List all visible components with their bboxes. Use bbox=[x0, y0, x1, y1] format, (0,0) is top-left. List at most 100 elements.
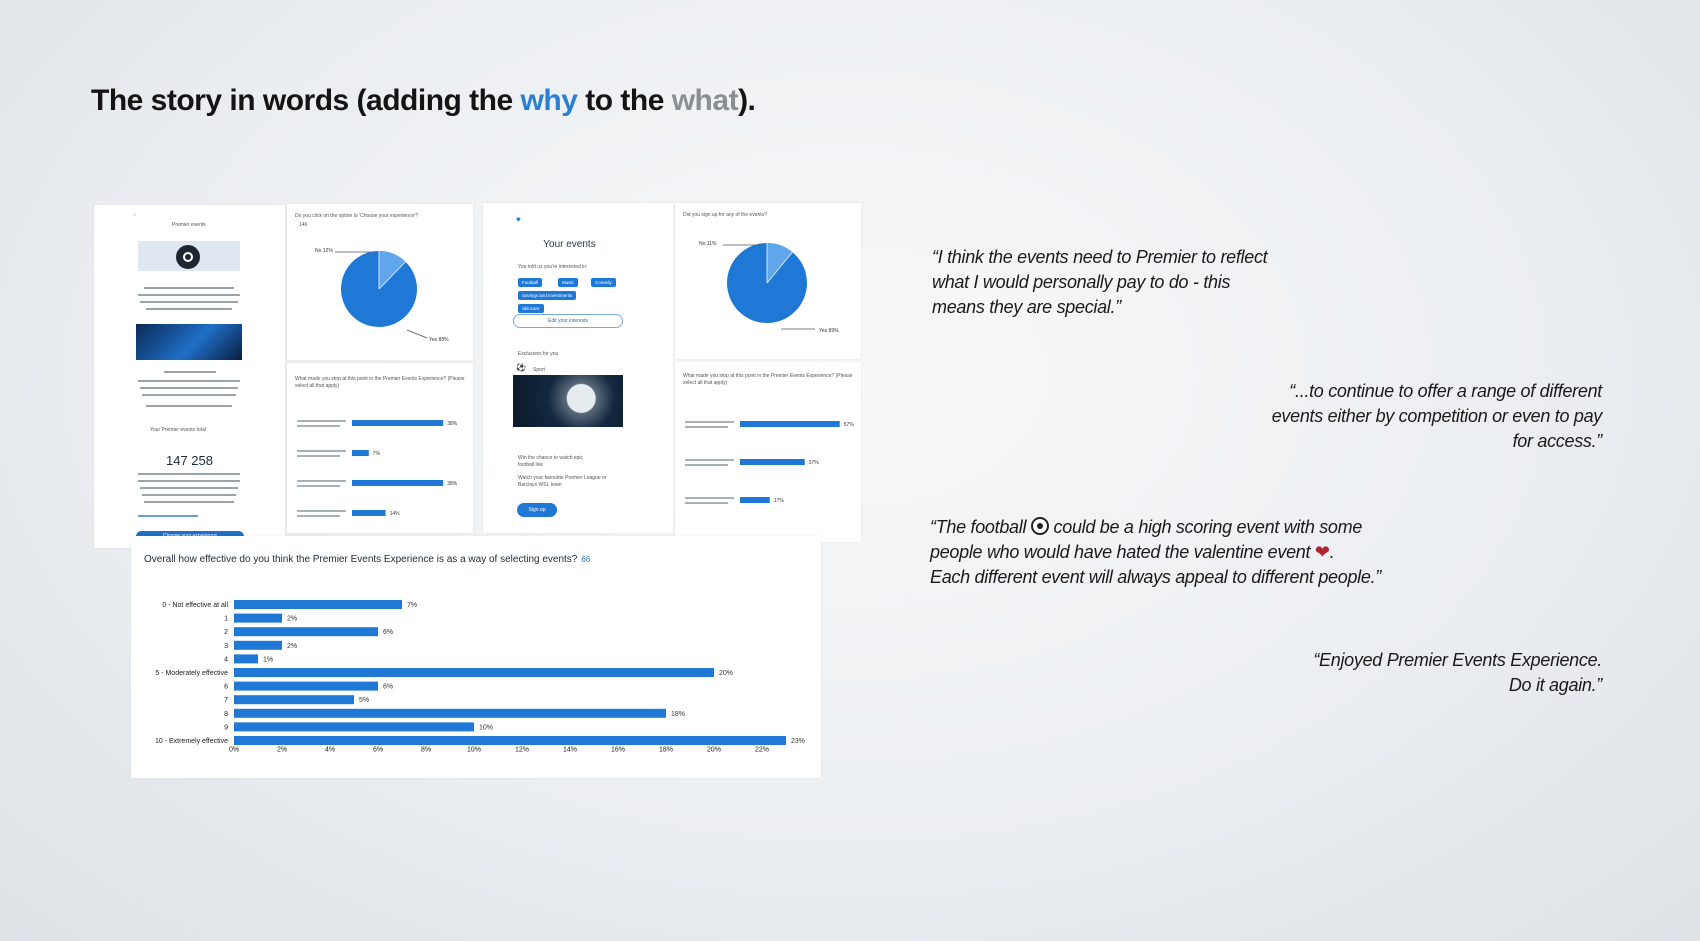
pie-chart-1: No 12% Yes 88% bbox=[315, 248, 449, 343]
page-title: The story in words (adding the why to th… bbox=[91, 84, 756, 118]
bar-2-question: What made you stop at this point in the … bbox=[683, 373, 853, 386]
x-tick-label: 20% bbox=[707, 747, 721, 754]
pie-chart-2: No 11% Yes 89% bbox=[699, 241, 839, 334]
category-label-placeholder bbox=[297, 420, 346, 422]
quote-4: “Enjoyed Premier Events Experience. Do i… bbox=[1150, 648, 1602, 698]
bar bbox=[234, 654, 258, 664]
x-tick-label: 18% bbox=[659, 747, 673, 754]
bar bbox=[740, 421, 840, 427]
soccer-ball-icon: ⚽ bbox=[516, 363, 526, 372]
chart-question: Overall how effective do you think the P… bbox=[144, 554, 590, 565]
category-label-placeholder bbox=[685, 421, 734, 423]
bar-value-label: 18% bbox=[671, 711, 685, 718]
premier-logo-icon bbox=[176, 245, 200, 269]
bar bbox=[234, 668, 714, 677]
bar bbox=[234, 681, 378, 691]
bar-value-label: 2% bbox=[287, 616, 297, 623]
category-label-placeholder bbox=[297, 425, 340, 427]
bar bbox=[234, 640, 282, 650]
pie-chart-card-2: Did you sign up for any of the events? N… bbox=[675, 203, 861, 359]
quote-4-line-2: Do it again.” bbox=[1508, 675, 1602, 695]
back-chevron-icon: ‹ bbox=[134, 212, 136, 218]
bar bbox=[740, 497, 770, 503]
bar bbox=[234, 613, 282, 623]
quote-2-line-1: “...to continue to offer a range of diff… bbox=[1289, 381, 1602, 401]
your-events-card: ♥ Your events You told us you're interes… bbox=[483, 203, 673, 533]
category-label-placeholder bbox=[685, 426, 728, 428]
y-tick-label: 3 bbox=[224, 643, 228, 650]
category-label-placeholder bbox=[297, 480, 346, 482]
y-tick-label: 0 - Not effective at all bbox=[162, 602, 228, 609]
quote-1: “I think the events need to Premier to r… bbox=[932, 245, 1268, 320]
bar-chart-card-2: What made you stop at this point in the … bbox=[675, 362, 861, 542]
detail-text: Watch your favourite Premier League or B… bbox=[518, 475, 607, 488]
pie-1-count: 146 bbox=[299, 222, 308, 228]
y-tick-label: 7 bbox=[224, 697, 228, 704]
bar bbox=[352, 510, 386, 516]
edit-interests-button[interactable]: Edit your interests bbox=[513, 314, 623, 328]
bar-value-label: 10% bbox=[479, 724, 493, 731]
category-label-placeholder bbox=[297, 450, 346, 452]
heart-icon: ♥ bbox=[516, 215, 521, 224]
pie-2-label-yes: Yes 89% bbox=[819, 328, 839, 334]
category-label-placeholder bbox=[685, 502, 728, 504]
bar-chart-card-1: What made you stop at this point in the … bbox=[287, 363, 473, 533]
quote-3-line-2: people who would have hated the valentin… bbox=[930, 540, 1381, 565]
y-tick-label: 4 bbox=[224, 656, 228, 663]
phone-screenshot-card: ‹ Premier events Your Premier events tot… bbox=[94, 205, 285, 548]
x-tick-label: 2% bbox=[277, 747, 287, 754]
quote-2-line-2: events either by competition or even to … bbox=[1271, 406, 1603, 426]
chip-savings[interactable]: Savings and Investments bbox=[518, 291, 577, 300]
phone-header: Premier events bbox=[172, 222, 206, 228]
total-value: 147 258 bbox=[166, 453, 213, 468]
x-tick-label: 12% bbox=[515, 747, 529, 754]
chart-count: 66 bbox=[581, 555, 591, 564]
title-part-1: The story in words (adding the bbox=[91, 84, 521, 117]
pie-1-label-no: No 12% bbox=[315, 248, 333, 254]
bar bbox=[234, 722, 474, 732]
title-why: why bbox=[520, 84, 578, 117]
bar-value-label: 57% bbox=[844, 422, 855, 428]
category-label-placeholder bbox=[297, 485, 340, 487]
sport-label: Sport bbox=[533, 367, 545, 373]
title-part-2: to the bbox=[577, 84, 672, 117]
pie-2-label-no: No 11% bbox=[699, 241, 717, 247]
bar bbox=[352, 480, 444, 486]
y-tick-label: 9 bbox=[224, 724, 228, 731]
bar-value-label: 14% bbox=[390, 511, 401, 517]
effectiveness-bar-chart: 0 - Not effective at all 7%1 2%2 6%3 2%4 1%5 … bbox=[155, 600, 805, 754]
quote-4-line-1: “Enjoyed Premier Events Experience. bbox=[1313, 650, 1602, 670]
sign-up-button[interactable]: Sign up bbox=[517, 503, 557, 517]
bar bbox=[234, 736, 786, 745]
category-label-placeholder bbox=[685, 464, 728, 466]
total-label: Your Premier events total bbox=[150, 427, 206, 433]
bar-value-label: 7% bbox=[407, 602, 417, 609]
x-tick-label: 22% bbox=[755, 747, 769, 754]
quote-2: “...to continue to offer a range of diff… bbox=[1150, 379, 1603, 454]
bar-value-label: 20% bbox=[719, 670, 733, 677]
bar-value-label: 17% bbox=[774, 498, 785, 504]
bar bbox=[234, 708, 666, 718]
bar-value-label: 38% bbox=[447, 481, 458, 487]
title-part-3: ). bbox=[738, 84, 756, 117]
quote-3: “The football could be a high scoring ev… bbox=[930, 515, 1381, 590]
bar-value-label: 6% bbox=[383, 629, 393, 636]
category-label-placeholder bbox=[297, 455, 340, 457]
chip-music[interactable]: Music bbox=[558, 278, 578, 287]
quote-3-line-1: “The football could be a high scoring ev… bbox=[930, 517, 1363, 537]
chip-skincare[interactable]: Skincare bbox=[518, 304, 544, 313]
y-tick-label: 2 bbox=[224, 629, 228, 636]
y-tick-label: 6 bbox=[224, 684, 228, 691]
chip-comedy[interactable]: Comedy bbox=[591, 278, 616, 287]
x-tick-label: 6% bbox=[373, 747, 383, 754]
chip-football[interactable]: Football bbox=[518, 278, 543, 287]
quote-2-line-3: for access.” bbox=[1512, 431, 1603, 451]
pie-1-question: Do you click on the option to 'Choose yo… bbox=[295, 213, 419, 219]
quote-1-line-1: “I think the events need to Premier to r… bbox=[932, 247, 1268, 267]
chart-title: Overall how effective do you think the P… bbox=[144, 554, 578, 565]
broken-heart-icon: ❤ bbox=[1314, 542, 1330, 562]
effectiveness-chart-card: Overall how effective do you think the P… bbox=[131, 536, 821, 778]
pie-1-label-yes: Yes 88% bbox=[429, 337, 449, 343]
bar-value-label: 38% bbox=[447, 421, 458, 427]
events-title: Your events bbox=[543, 239, 596, 250]
